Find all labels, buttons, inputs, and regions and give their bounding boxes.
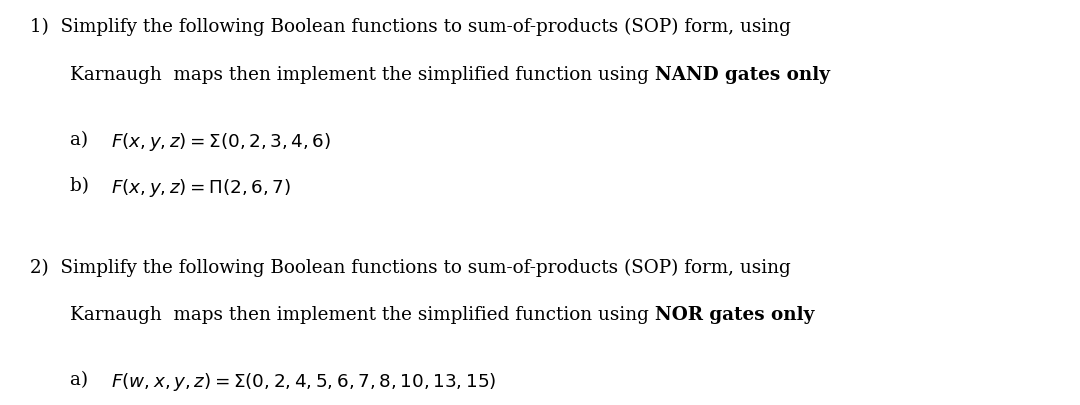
Text: $F(w,x,y,z) = \Sigma(0,2,4,5,6,7,8,10,13,15)$: $F(w,x,y,z) = \Sigma(0,2,4,5,6,7,8,10,13… <box>111 371 497 393</box>
Text: $F(x,y,z) = \Sigma(0,2,3,4,6)$: $F(x,y,z) = \Sigma(0,2,3,4,6)$ <box>111 131 332 153</box>
Text: Karnaugh  maps then implement the simplified function using: Karnaugh maps then implement the simplif… <box>70 66 654 84</box>
Text: NOR gates only: NOR gates only <box>654 306 814 324</box>
Text: 2)  Simplify the following Boolean functions to sum-of-products (SOP) form, usin: 2) Simplify the following Boolean functi… <box>30 258 791 277</box>
Text: a): a) <box>70 131 100 149</box>
Text: NAND gates only: NAND gates only <box>654 66 829 84</box>
Text: b): b) <box>70 177 100 195</box>
Text: a): a) <box>70 371 100 389</box>
Text: Karnaugh  maps then implement the simplified function using: Karnaugh maps then implement the simplif… <box>70 306 654 324</box>
Text: 1)  Simplify the following Boolean functions to sum-of-products (SOP) form, usin: 1) Simplify the following Boolean functi… <box>30 18 792 36</box>
Text: $F(x,y,z) = \Pi(2,6,7)$: $F(x,y,z) = \Pi(2,6,7)$ <box>111 177 292 199</box>
